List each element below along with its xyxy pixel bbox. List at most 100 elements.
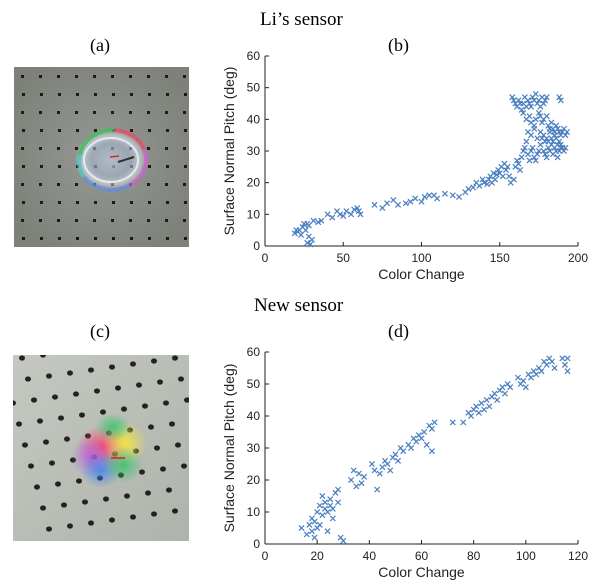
data-point: [532, 157, 539, 164]
data-point: [355, 470, 362, 477]
data-point: [557, 97, 564, 104]
photo-dot: [184, 237, 187, 240]
photo-dot: [94, 201, 97, 204]
data-point: [384, 460, 391, 468]
photo-dot: [34, 484, 40, 490]
photo-dot: [13, 400, 16, 406]
photo-dot: [151, 511, 157, 517]
data-point: [531, 125, 538, 132]
data-point: [418, 198, 425, 205]
data-point: [532, 90, 539, 98]
y-tick-label: 30: [247, 441, 261, 455]
data-point: [337, 211, 344, 218]
data-point: [426, 192, 433, 199]
photo-dot: [21, 111, 24, 114]
data-point: [376, 470, 383, 477]
data-point: [484, 181, 491, 188]
photo-dot: [184, 165, 187, 168]
y-tick-label: 10: [247, 207, 261, 221]
data-point: [534, 135, 541, 142]
photo-dot: [165, 111, 168, 114]
photo-dot: [183, 75, 186, 78]
data-point: [395, 457, 402, 464]
photo-dot: [111, 219, 114, 222]
bottom-heading: New sensor: [254, 295, 344, 316]
photo-dot: [93, 75, 96, 78]
photo-dot: [76, 201, 79, 204]
photo-dot: [111, 75, 114, 78]
photo-dot: [16, 421, 22, 427]
photo-dot: [40, 201, 43, 204]
data-point: [509, 94, 516, 101]
photo-dot: [93, 111, 96, 114]
data-point: [434, 195, 441, 202]
photo-dot: [76, 129, 79, 132]
data-point: [314, 508, 321, 516]
data-point: [473, 403, 480, 410]
photo-dot: [58, 415, 64, 421]
photo-dot: [75, 147, 78, 150]
photo-dot: [39, 219, 42, 222]
x-tick-label: 50: [337, 251, 351, 265]
photo-dot: [147, 75, 150, 78]
data-point: [518, 106, 525, 113]
photo-dot: [57, 75, 60, 78]
data-point: [390, 197, 397, 204]
photo-dot: [75, 111, 78, 114]
panel-label-b: (b): [388, 35, 409, 55]
photo-dot: [147, 111, 150, 114]
data-point: [494, 396, 501, 404]
data-point: [562, 144, 569, 151]
data-point: [324, 508, 331, 516]
photo-dot: [130, 514, 136, 520]
photo-dot: [55, 481, 61, 487]
photo-dot: [112, 201, 115, 204]
photo-dot: [28, 463, 34, 469]
data-point: [559, 355, 566, 362]
data-point: [308, 236, 315, 243]
photo-dot: [142, 403, 148, 409]
data-point: [303, 531, 310, 538]
photo-dot: [22, 165, 25, 168]
data-point: [543, 113, 550, 120]
data-point: [517, 166, 524, 174]
data-point: [321, 499, 329, 506]
data-point: [392, 451, 399, 458]
y-tick-label: 40: [247, 409, 261, 423]
photo-dot: [21, 147, 24, 150]
y-axis-label: Surface Normal Pitch (deg): [221, 67, 237, 236]
photo-dot: [111, 111, 114, 114]
y-axis-label: Surface Normal Pitch (deg): [221, 364, 237, 533]
data-point: [318, 217, 325, 224]
data-point: [557, 141, 564, 148]
photo-dot: [172, 508, 178, 514]
data-point: [532, 116, 539, 123]
data-point: [379, 204, 386, 212]
y-tick-label: 10: [247, 505, 261, 519]
y-tick-label: 50: [247, 377, 261, 391]
data-point: [413, 438, 420, 445]
data-point: [518, 154, 525, 161]
y-tick-label: 20: [247, 473, 261, 487]
data-point: [507, 384, 514, 391]
data-point: [298, 524, 305, 532]
photo-dot: [166, 237, 169, 240]
photo-dot: [129, 219, 132, 222]
photo-dot: [94, 388, 100, 394]
data-point: [412, 195, 419, 202]
data-point: [560, 147, 567, 155]
photo-dot: [22, 129, 25, 132]
y-tick-label: 60: [247, 345, 261, 359]
y-tick-label: 60: [247, 49, 261, 63]
panel-label-a: (a): [90, 35, 110, 55]
photo-dot: [165, 219, 168, 222]
photo-dot: [103, 496, 109, 502]
x-axis-label: Color Change: [378, 564, 465, 580]
y-tick-label: 20: [247, 176, 261, 190]
photo-dot: [184, 129, 187, 132]
data-point: [551, 132, 558, 139]
data-point: [524, 97, 531, 104]
photo-dot: [183, 147, 186, 150]
photo-dot: [112, 93, 115, 96]
photo-dot: [169, 421, 175, 427]
